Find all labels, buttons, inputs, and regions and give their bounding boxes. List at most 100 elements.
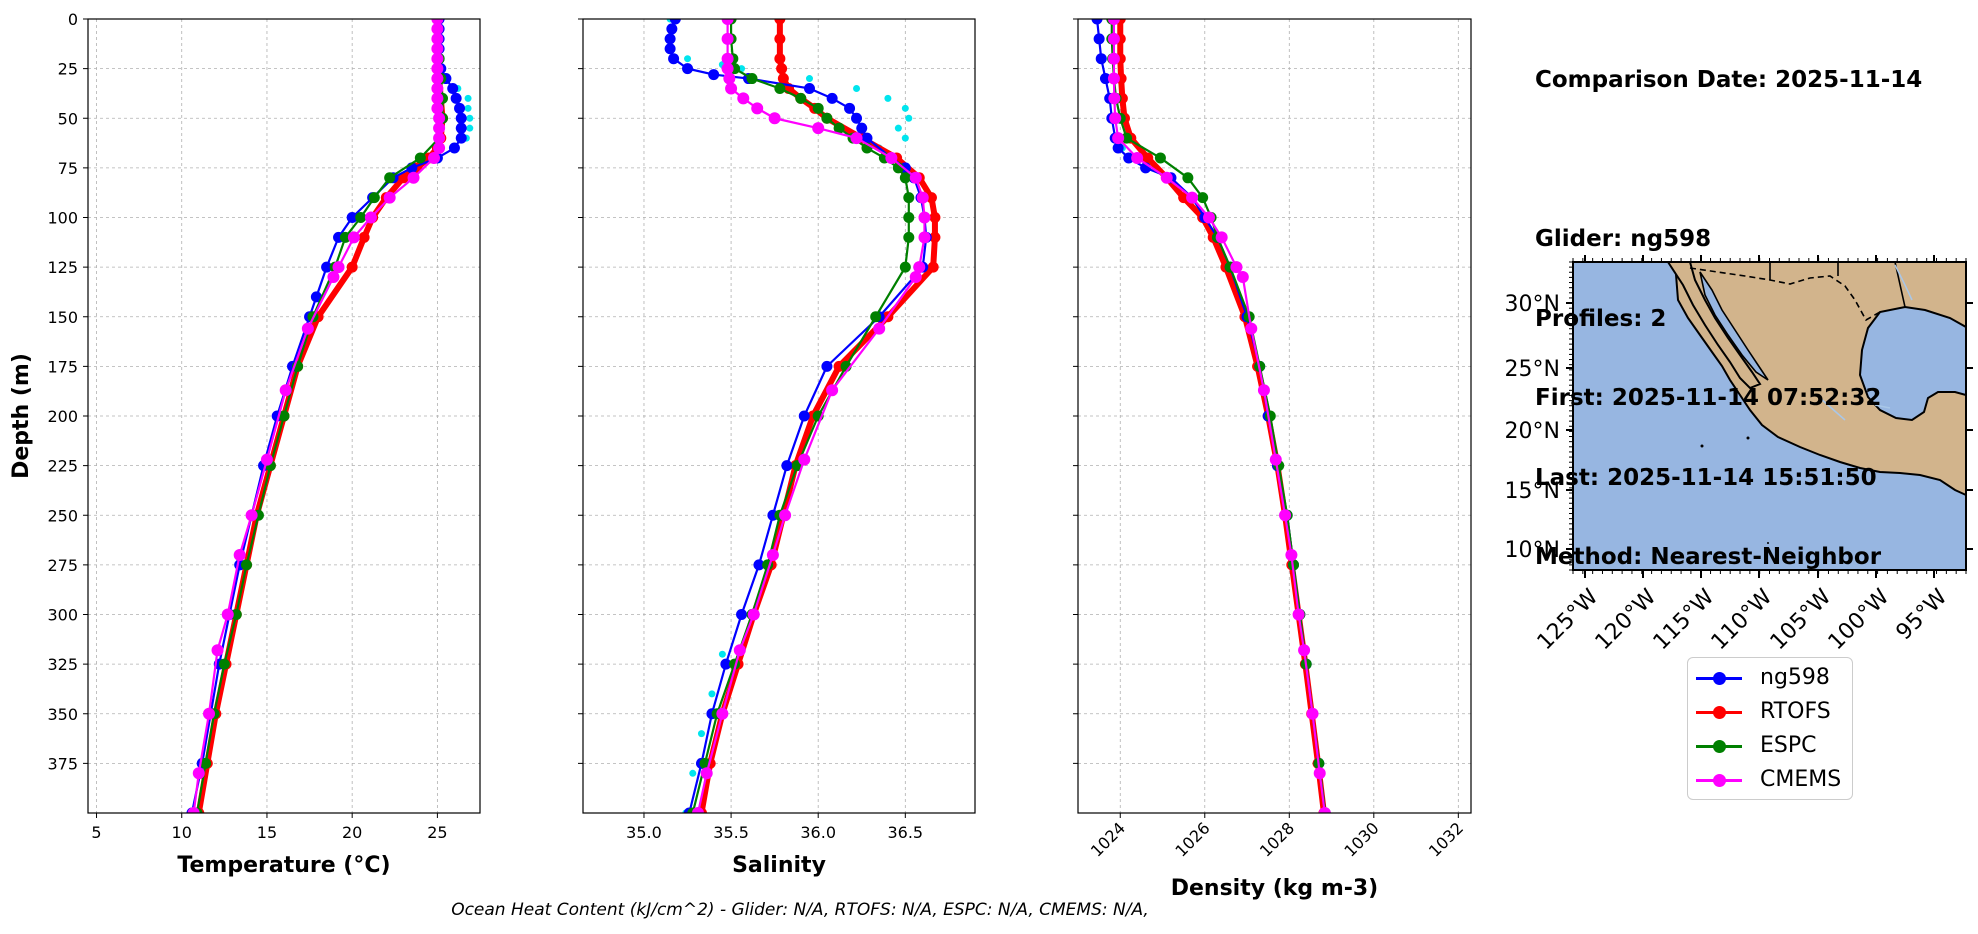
data-point-cmems [723,72,736,85]
data-point-ng598 [1123,152,1135,164]
data-point-espc [870,311,882,323]
data-point-rtofs [929,231,941,243]
series-group [186,19,474,813]
data-point-rtofs [777,73,789,85]
data-point-espc [833,122,845,134]
y-tick-label: 375 [47,754,78,773]
data-point-cmems [431,82,444,95]
data-point-cmems [187,807,200,813]
map-lat-label: 20°N [1505,419,1560,444]
data-point-cmems [192,767,205,780]
data-point-cmems [1318,807,1331,813]
legend-marker [1713,740,1726,753]
data-point-cmems [431,72,444,85]
y-tick-label: 100 [47,209,78,228]
data-point-ng598 [682,63,694,75]
data-point-ng598-profile-2 [718,650,726,658]
y-tick-label: 175 [47,357,78,376]
data-point-cmems [1160,171,1173,184]
data-point-ng598 [1091,19,1103,25]
data-point-cmems [433,122,446,135]
data-point-espc [241,559,253,571]
data-point-cmems [431,92,444,105]
data-point-espc [903,212,915,223]
data-point-ng598 [450,92,462,104]
data-point-cmems [1107,19,1120,25]
data-point-ng598 [669,19,681,25]
data-point-cmems [691,807,704,813]
data-point-espc [746,73,758,85]
data-point-cmems [1109,112,1122,125]
x-tick-label: 1028 [1256,818,1298,860]
data-point-ng598-profile-2 [805,75,813,83]
data-point-rtofs [927,261,939,273]
x-tick-label: 35.5 [713,823,749,842]
data-point-cmems [431,102,444,115]
glider-name: Glider: ng598 [1535,226,1712,252]
data-point-cmems [1245,322,1258,335]
series-group [1091,19,1331,813]
data-point-ng598 [781,460,793,472]
data-point-ng598 [668,53,680,65]
data-point-cmems [433,132,446,145]
data-point-cmems [721,19,734,25]
data-point-cmems [347,231,360,244]
data-point-cmems [1292,608,1305,621]
profile-panel-2: 35.0 35.5 36.0 36.5 Salinity [578,18,976,878]
data-point-cmems [431,32,444,45]
data-point-ng598-profile-2 [853,84,861,92]
data-point-espc [414,152,426,164]
data-point-cmems [431,19,444,25]
y-tick-label: 350 [47,705,78,724]
x-tick-label: 1032 [1425,818,1467,860]
y-tick-label: 275 [47,556,78,575]
data-point-ng598-profile-2 [901,134,909,142]
data-point-espc [355,212,367,223]
data-point-rtofs [358,231,370,243]
legend-item-ng598: ng598 [1696,661,1846,695]
data-point-cmems [850,132,863,145]
data-point-espc [384,172,396,184]
data-point-ng598 [861,132,873,144]
legend-label: ng598 [1760,665,1830,690]
y-tick-label: 125 [47,258,78,277]
data-point-ng598-profile-2 [466,114,474,122]
data-point-cmems [1203,211,1215,224]
x-tick-label: 15 [257,823,277,842]
panel-frame [582,18,976,814]
map-rivers [1819,264,1913,421]
legend: ng598 RTOFS ESPC CMEMS [1687,657,1853,800]
data-point-cmems [260,453,273,466]
data-point-cmems [433,112,446,125]
legend-label: CMEMS [1760,767,1842,792]
legend-label: RTOFS [1760,699,1831,724]
data-point-cmems [1107,52,1120,65]
data-point-cmems [327,271,340,284]
profile-panel-1: 0 25 50 75 100 125 150 175 200 225 250 275 300 325 350… [9,10,481,878]
data-point-ng598 [803,82,815,94]
map-baja-california [1666,261,1762,390]
data-point-cmems [364,211,377,224]
data-point-cmems [826,384,839,397]
location-map: 30°N25°N20°N15°N10°N125°W120°W115°W110°W… [1505,255,1973,655]
data-point-cmems [733,644,746,657]
data-point-cmems [431,62,444,75]
data-point-ng598 [664,33,676,45]
series-line-rtofs [195,19,446,813]
data-point-cmems [1313,767,1326,780]
data-point-cmems [407,171,420,184]
data-point-ng598 [1093,33,1105,45]
first-profile-time: First: 2025-11-14 07:52:32 [1535,385,1882,411]
data-point-ng598-profile-2 [884,94,892,102]
x-tick-label: 1030 [1340,818,1382,860]
data-point-espc [812,102,824,114]
data-point-espc [278,410,290,422]
y-tick-label: 300 [47,606,78,625]
data-point-cmems [766,548,779,561]
data-point-cmems [721,62,734,75]
x-tick-label: 10 [172,823,192,842]
y-tick-label: 50 [58,109,78,128]
data-point-cmems [721,52,734,65]
data-point-ng598 [736,609,748,620]
